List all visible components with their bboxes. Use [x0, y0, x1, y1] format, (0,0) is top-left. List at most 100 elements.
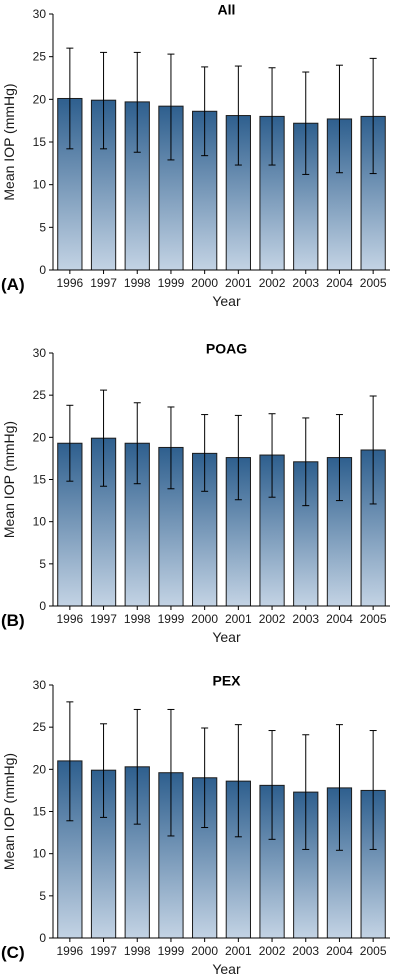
x-tick-label: 1997	[90, 276, 117, 290]
x-tick-label: 2002	[259, 612, 286, 626]
x-tick-label: 2000	[191, 944, 218, 958]
x-axis-title: Year	[212, 293, 241, 309]
y-axis-title: Mean IOP (mmHg)	[1, 753, 17, 870]
y-tick-label: 10	[33, 847, 47, 861]
x-tick-label: 1998	[124, 944, 151, 958]
error-bar-2005	[369, 730, 377, 850]
x-tick-label: 2005	[360, 276, 387, 290]
error-bar-2002	[268, 413, 276, 498]
x-tick-label: 1999	[158, 612, 185, 626]
error-bar-2001	[234, 414, 242, 501]
y-tick-label: 0	[39, 263, 46, 277]
bar-1999	[158, 105, 184, 271]
error-bar-2005	[369, 395, 377, 505]
x-tick-label: 1998	[124, 276, 151, 290]
x-tick-label: 2000	[191, 276, 218, 290]
error-bar-1996	[66, 47, 74, 150]
panel-label: (C)	[1, 943, 25, 962]
x-tick-label: 1999	[158, 944, 185, 958]
x-tick-label: 2001	[225, 944, 252, 958]
y-tick-label: 20	[33, 92, 47, 106]
y-tick-label: 20	[33, 430, 47, 444]
error-bar-2000	[201, 66, 209, 157]
y-tick-label: 30	[33, 7, 47, 21]
panel-title: PEX	[212, 673, 241, 689]
y-tick-label: 5	[39, 557, 46, 571]
y-tick-label: 0	[39, 931, 46, 945]
bar-2000	[192, 777, 218, 939]
error-bar-2002	[268, 730, 276, 840]
x-tick-label: 1996	[56, 276, 83, 290]
error-bar-1998	[133, 708, 141, 825]
panel-label: (A)	[1, 275, 25, 294]
y-tick-label: 15	[33, 135, 47, 149]
x-tick-label: 2005	[360, 612, 387, 626]
x-tick-label: 1996	[56, 612, 83, 626]
error-bar-2005	[369, 57, 377, 175]
x-tick-label: 2003	[292, 276, 319, 290]
x-tick-label: 2001	[225, 276, 252, 290]
error-bar-1997	[100, 723, 108, 818]
y-tick-label: 20	[33, 762, 47, 776]
panel-title: All	[218, 2, 236, 18]
y-tick-label: 5	[39, 220, 46, 234]
y-tick-label: 25	[33, 388, 47, 402]
error-bar-2003	[302, 734, 310, 850]
error-bar-2001	[234, 65, 242, 166]
y-tick-label: 25	[33, 720, 47, 734]
x-tick-label: 1996	[56, 944, 83, 958]
error-bar-1997	[100, 389, 108, 487]
y-tick-label: 15	[33, 805, 47, 819]
error-bar-2004	[335, 414, 343, 502]
x-tick-label: 1998	[124, 612, 151, 626]
error-bar-1996	[66, 404, 74, 482]
chart-panel: 0 5 10 15 20 25 30 1996 1997 1998 1999 2000 2001 2002…	[1, 341, 390, 645]
x-tick-label: 2004	[326, 612, 353, 626]
y-tick-label: 5	[39, 889, 46, 903]
y-tick-label: 30	[33, 678, 47, 692]
y-tick-label: 10	[33, 515, 47, 529]
error-bar-1997	[100, 51, 108, 150]
x-tick-label: 2000	[191, 612, 218, 626]
x-tick-label: 1999	[158, 276, 185, 290]
chart-panel: 0 5 10 15 20 25 30 1996 1997 1998 1999 2000 2001 2002…	[1, 2, 390, 309]
y-tick-label: 25	[33, 50, 47, 64]
error-bar-1999	[167, 53, 175, 161]
x-tick-label: 2004	[326, 944, 353, 958]
y-tick-label: 10	[33, 178, 47, 192]
x-tick-label: 2004	[326, 276, 353, 290]
error-bar-2002	[268, 67, 276, 166]
x-tick-label: 1997	[90, 612, 117, 626]
error-bar-2000	[201, 414, 209, 492]
panel-label: (B)	[1, 611, 25, 630]
y-axis-title: Mean IOP (mmHg)	[1, 421, 17, 538]
y-tick-label: 30	[33, 346, 47, 360]
error-bar-2004	[335, 64, 343, 174]
x-axis-title: Year	[212, 961, 241, 977]
x-tick-label: 2003	[292, 944, 319, 958]
error-bar-2000	[201, 727, 209, 829]
error-bar-1999	[167, 708, 175, 837]
x-tick-label: 2003	[292, 612, 319, 626]
x-tick-label: 2002	[259, 276, 286, 290]
error-bar-1996	[66, 701, 74, 822]
x-tick-label: 2002	[259, 944, 286, 958]
panel-title: POAG	[206, 341, 247, 357]
y-tick-label: 15	[33, 473, 47, 487]
error-bar-2003	[302, 71, 310, 175]
y-axis-title: Mean IOP (mmHg)	[1, 83, 17, 200]
x-tick-label: 2005	[360, 944, 387, 958]
error-bar-1999	[167, 406, 175, 490]
x-tick-label: 2001	[225, 612, 252, 626]
error-bar-2004	[335, 724, 343, 851]
x-axis-title: Year	[212, 629, 241, 645]
y-tick-label: 0	[39, 599, 46, 613]
error-bar-1998	[133, 402, 141, 485]
chart-panel: 0 5 10 15 20 25 30 1996 1997 1998 1999 2000 2001 2002…	[1, 673, 390, 977]
error-bar-2001	[234, 724, 242, 838]
error-bar-1998	[133, 51, 141, 153]
x-tick-label: 1997	[90, 944, 117, 958]
error-bar-2003	[302, 417, 310, 507]
